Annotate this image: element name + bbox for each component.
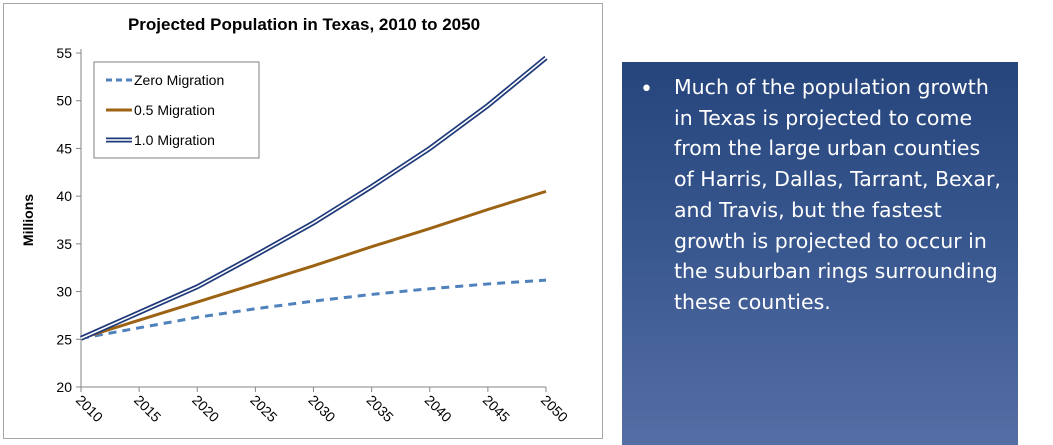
y-tick-label: 40 bbox=[56, 188, 72, 204]
x-tick-label: 2050 bbox=[538, 392, 571, 425]
x-tick-label: 2020 bbox=[189, 392, 222, 425]
x-tick-label: 2025 bbox=[247, 392, 280, 425]
x-tick-label: 2035 bbox=[364, 392, 397, 425]
chart-frame: Projected Population in Texas, 2010 to 2… bbox=[3, 3, 603, 439]
x-tick-label: 2030 bbox=[305, 392, 338, 425]
legend-label: Zero Migration bbox=[134, 72, 224, 88]
line-chart: Projected Population in Texas, 2010 to 2… bbox=[20, 15, 571, 425]
x-tick-label: 2040 bbox=[422, 392, 455, 425]
y-tick-label: 35 bbox=[56, 236, 72, 252]
y-axis-title: Millions bbox=[20, 194, 36, 246]
bullet-text: Much of the population growth in Texas i… bbox=[674, 75, 1001, 314]
y-tick-label: 45 bbox=[56, 140, 72, 156]
bullet-point: • bbox=[640, 77, 653, 102]
y-tick-label: 20 bbox=[56, 379, 72, 395]
text-panel: • Much of the population growth in Texas… bbox=[622, 62, 1018, 445]
legend-label: 0.5 Migration bbox=[134, 102, 215, 118]
y-tick-label: 55 bbox=[56, 45, 72, 61]
series-line-1-0-migration-inner bbox=[80, 57, 547, 340]
chart-title: Projected Population in Texas, 2010 to 2… bbox=[128, 15, 480, 34]
x-tick-label: 2015 bbox=[131, 392, 164, 425]
x-tick-label: 2010 bbox=[73, 392, 106, 425]
y-tick-label: 30 bbox=[56, 284, 72, 300]
x-tick-label: 2045 bbox=[480, 392, 513, 425]
y-tick-label: 25 bbox=[56, 331, 72, 347]
y-tick-label: 50 bbox=[56, 93, 72, 109]
series-line-0-5-migration bbox=[80, 189, 547, 340]
legend-label: 1.0 Migration bbox=[134, 132, 215, 148]
